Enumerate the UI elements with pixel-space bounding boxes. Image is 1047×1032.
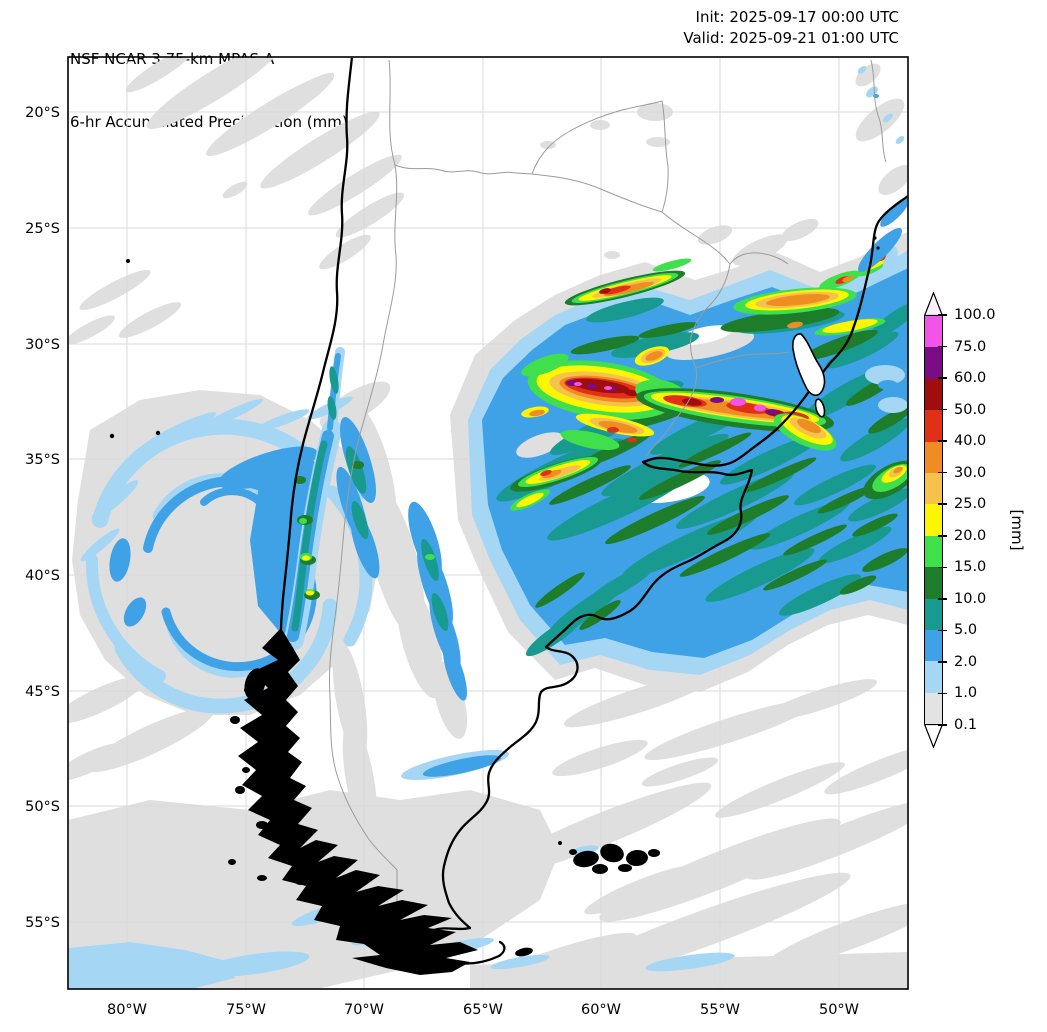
andes-coastal-precip bbox=[284, 347, 370, 650]
colorbar-segment-1.0-2.0 bbox=[925, 661, 942, 693]
colorbar-tick-label: 0.1 bbox=[954, 717, 978, 733]
lat-tick: 50°S bbox=[25, 799, 60, 815]
lon-tick: 60°W bbox=[581, 1002, 621, 1018]
isla-de-los-estados bbox=[515, 947, 533, 957]
lat-tick: 45°S bbox=[25, 684, 60, 700]
colorbar-tickmark bbox=[938, 377, 947, 379]
colorbar-tick-label: 75.0 bbox=[954, 338, 987, 355]
lagoa-mirim bbox=[814, 398, 826, 418]
colorbar-tick-label: 10.0 bbox=[954, 590, 987, 607]
lon-tick: 70°W bbox=[344, 1002, 384, 1018]
colorbar-tick-label: 50.0 bbox=[954, 401, 987, 418]
lat-tick: 25°S bbox=[25, 221, 60, 237]
colorbar-tickmark bbox=[938, 724, 947, 726]
colorbar-segment-5.0-10.0 bbox=[925, 598, 942, 630]
colorbar-segment-50.0-60.0 bbox=[925, 378, 942, 411]
colorbar-over-arrow bbox=[924, 292, 943, 316]
chile-pacific-coast bbox=[279, 57, 354, 634]
colorbar-tickmark bbox=[938, 566, 947, 569]
colorbar-segment-30.0-40.0 bbox=[925, 441, 942, 473]
lat-tick: 30°S bbox=[25, 337, 60, 353]
islands bbox=[109, 236, 880, 957]
colorbar-tickmark bbox=[938, 503, 947, 506]
colorbar-segment-75.0-100.0 bbox=[925, 316, 942, 348]
colorbar-tick-label: 60.0 bbox=[954, 370, 987, 387]
colorbar-tickmark bbox=[938, 440, 947, 442]
lon-tick: 65°W bbox=[463, 1002, 503, 1018]
colorbar-tick-label: 2.0 bbox=[954, 653, 978, 670]
colorbar-tick-label: 100.0 bbox=[954, 307, 996, 323]
colorbar-tick-label: 20.0 bbox=[954, 527, 987, 544]
colorbar-segment-0.1-1.0 bbox=[925, 692, 942, 725]
colorbar-segment-10.0-15.0 bbox=[925, 567, 942, 599]
colorbar-tick-label: 30.0 bbox=[954, 464, 987, 481]
init-time: Init: 2025-09-17 00:00 UTC bbox=[695, 8, 899, 26]
figure-times: Init: 2025-09-17 00:00 UTC Valid: 2025-0… bbox=[560, 7, 899, 49]
lat-tick: 35°S bbox=[25, 452, 60, 468]
colorbar-segments bbox=[924, 315, 943, 725]
valid-time: Valid: 2025-09-21 01:00 UTC bbox=[683, 29, 899, 47]
colorbar-segment-25.0-30.0 bbox=[925, 472, 942, 505]
colorbar-tickmark bbox=[938, 314, 947, 316]
lagoa-dos-patos bbox=[792, 333, 826, 397]
lon-tick: 75°W bbox=[226, 1002, 266, 1018]
falkland-islands bbox=[558, 841, 660, 874]
country-borders bbox=[328, 59, 887, 940]
lat-tick: 40°S bbox=[25, 568, 60, 584]
colorbar-tick-label: 1.0 bbox=[954, 685, 978, 702]
lat-tick: 20°S bbox=[25, 105, 60, 121]
colorbar-segment-2.0-5.0 bbox=[925, 629, 942, 662]
colorbar-tick-label: 15.0 bbox=[954, 559, 987, 576]
colorbar-tickmark bbox=[938, 534, 947, 537]
lat-tick: 55°S bbox=[25, 915, 60, 931]
colorbar-tickmark bbox=[938, 345, 947, 348]
colorbar-tick-label: 25.0 bbox=[954, 496, 987, 513]
colorbar-segment-15.0-20.0 bbox=[925, 535, 942, 568]
coastlines bbox=[228, 57, 908, 975]
lon-tick: 50°W bbox=[819, 1002, 859, 1018]
argentina-atlantic-coast bbox=[394, 195, 908, 936]
colorbar-tick-label: 40.0 bbox=[954, 433, 987, 450]
colorbar-tickmark bbox=[938, 471, 947, 474]
colorbar-segment-20.0-25.0 bbox=[925, 504, 942, 536]
colorbar-tickmark bbox=[938, 692, 947, 695]
lon-tick: 55°W bbox=[700, 1002, 740, 1018]
latitude-tick-labels: 20°S 25°S 30°S 35°S 40°S 45°S 50°S 55°S bbox=[25, 105, 60, 931]
colorbar-tickmark bbox=[938, 408, 947, 411]
central-argentina-precip bbox=[336, 417, 467, 701]
lon-tick: 80°W bbox=[107, 1002, 147, 1018]
colorbar: 100.0 75.0 60.0 50.0 40.0 30.0 25.0 20.0 15.0 10.… bbox=[924, 292, 1047, 762]
colorbar-segment-60.0-75.0 bbox=[925, 347, 942, 379]
colorbar-tickmark bbox=[938, 661, 947, 663]
map-frame bbox=[67, 56, 909, 990]
longitude-tick-labels: 80°W 75°W 70°W 65°W 60°W 55°W 50°W bbox=[107, 1002, 859, 1018]
colorbar-under-arrow bbox=[924, 724, 943, 748]
colorbar-tickmark bbox=[938, 629, 947, 632]
colorbar-tickmark bbox=[938, 598, 947, 600]
patagonian-archipelago bbox=[238, 628, 478, 975]
colorbar-unit-label: [mm] bbox=[1008, 509, 1026, 551]
colorbar-tick-label: 5.0 bbox=[954, 622, 978, 639]
colorbar-segment-40.0-50.0 bbox=[925, 410, 942, 442]
